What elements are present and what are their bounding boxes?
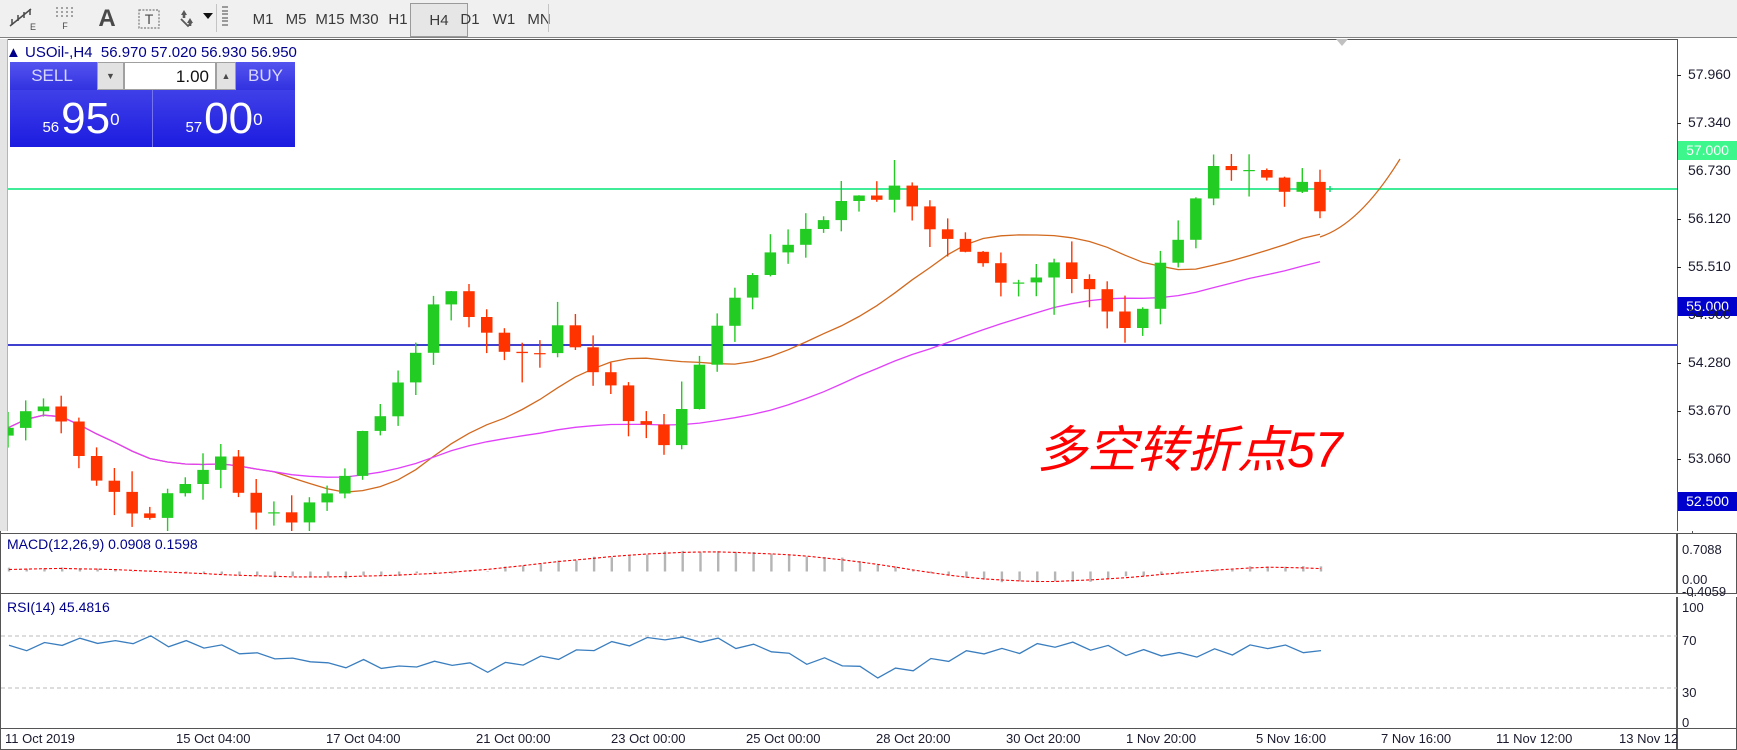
svg-text:多空转折点57: 多空转折点57 <box>1037 422 1345 478</box>
svg-text:E: E <box>30 22 36 30</box>
svg-text:T: T <box>145 11 154 27</box>
